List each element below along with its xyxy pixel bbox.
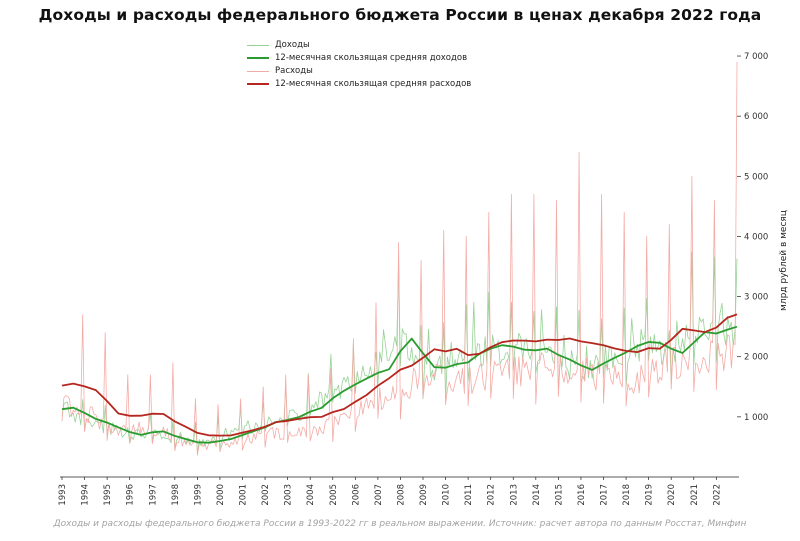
svg-text:7 000: 7 000 — [744, 52, 768, 62]
svg-text:1 000: 1 000 — [744, 413, 768, 423]
svg-text:6 000: 6 000 — [744, 112, 768, 122]
svg-text:1999: 1999 — [193, 484, 203, 506]
svg-text:2000: 2000 — [216, 484, 226, 506]
svg-text:2021: 2021 — [690, 484, 700, 506]
legend-item: Расходы — [247, 66, 471, 76]
svg-text:2009: 2009 — [419, 484, 429, 506]
svg-text:2004: 2004 — [306, 484, 316, 506]
legend-item-label: 12-месячная скользящая средняя доходов — [275, 53, 468, 63]
legend-line-swatch — [247, 57, 269, 59]
svg-text:2019: 2019 — [645, 484, 655, 506]
legend-line-swatch — [247, 44, 269, 46]
svg-text:2006: 2006 — [351, 484, 361, 506]
svg-text:2 000: 2 000 — [744, 353, 768, 363]
svg-text:2018: 2018 — [622, 484, 632, 506]
chart-title: Доходы и расходы федерального бюджета Ро… — [38, 6, 762, 24]
svg-text:2003: 2003 — [284, 484, 294, 506]
legend-item-label: Расходы — [275, 66, 313, 76]
svg-text:2022: 2022 — [712, 484, 722, 506]
svg-text:2014: 2014 — [532, 484, 542, 506]
legend-item-label: 12-месячная скользящая средняя расходов — [275, 79, 472, 89]
svg-text:2013: 2013 — [509, 484, 519, 506]
svg-text:2007: 2007 — [374, 484, 384, 506]
svg-text:3 000: 3 000 — [744, 293, 768, 303]
svg-text:2016: 2016 — [577, 484, 587, 506]
svg-text:2001: 2001 — [239, 484, 249, 506]
svg-text:1996: 1996 — [126, 484, 136, 506]
svg-text:4 000: 4 000 — [744, 232, 768, 242]
legend-item: 12-месячная скользящая средняя расходов — [247, 79, 471, 89]
svg-text:2015: 2015 — [554, 484, 564, 506]
svg-text:2010: 2010 — [442, 484, 452, 506]
svg-text:2008: 2008 — [396, 484, 406, 506]
svg-text:2002: 2002 — [261, 484, 271, 506]
svg-text:1995: 1995 — [103, 484, 113, 506]
svg-text:1993: 1993 — [58, 484, 68, 506]
chart-caption: Доходы и расходы федерального бюджета Ро… — [53, 519, 747, 529]
legend-line-swatch — [247, 83, 269, 85]
svg-text:млрд рублей в месяц: млрд рублей в месяц — [779, 210, 789, 311]
svg-text:2020: 2020 — [667, 484, 677, 506]
svg-text:1994: 1994 — [81, 484, 91, 506]
legend-item: 12-месячная скользящая средняя доходов — [247, 53, 471, 63]
svg-text:1998: 1998 — [171, 484, 181, 506]
legend-item-label: Доходы — [275, 40, 310, 50]
svg-text:2005: 2005 — [329, 484, 339, 506]
legend-line-swatch — [247, 70, 269, 72]
svg-text:1997: 1997 — [148, 484, 158, 506]
svg-text:2011: 2011 — [464, 484, 474, 506]
legend: Доходы 12-месячная скользящая средняя дох… — [243, 38, 476, 91]
svg-text:2012: 2012 — [487, 484, 497, 506]
legend-item: Доходы — [247, 40, 471, 50]
svg-text:5 000: 5 000 — [744, 172, 768, 182]
svg-text:2017: 2017 — [600, 484, 610, 506]
